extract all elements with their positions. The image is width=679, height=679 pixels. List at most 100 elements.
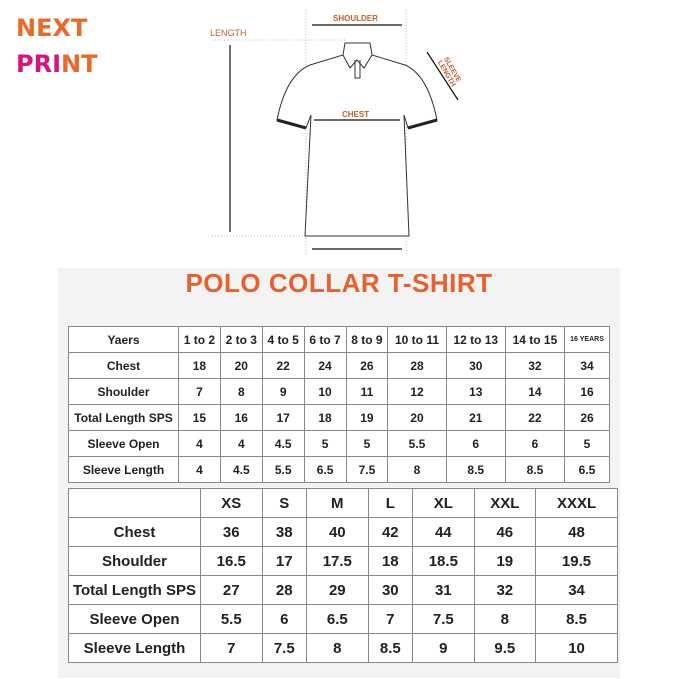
table-row: Sleeve Open 5.5 6 6.5 7 7.5 8 8.5 — [68, 604, 618, 634]
table-cell: 15 — [178, 404, 221, 431]
table-cell: 5.5 — [200, 604, 263, 634]
table-cell: 42 — [367, 517, 414, 547]
row-label: Sleeve Length — [68, 633, 201, 663]
row-label — [68, 488, 201, 518]
table-cell: 10 — [535, 633, 618, 663]
table-cell: 8 — [306, 633, 369, 663]
table-cell: 6 — [504, 430, 566, 457]
table-cell: 6 — [445, 430, 506, 457]
table-cell: 16.5 — [200, 546, 263, 576]
table-cell: XXL — [473, 488, 537, 518]
row-label: Total Length SPS — [68, 575, 201, 605]
table-cell: 19 — [473, 546, 537, 576]
table-cell: 5 — [303, 430, 347, 457]
adult-size-table: XS S M L XL XXL XXXL Chest 36 38 40 42 44 46 48 Shoulde… — [68, 488, 618, 663]
table-cell: S — [261, 488, 308, 518]
table-cell: 1 to 2 — [178, 326, 221, 353]
table-cell: 7.5 — [412, 604, 475, 634]
table-cell: 26 — [345, 352, 389, 379]
table-row: Total Length SPS 27 28 29 30 31 32 34 — [68, 575, 618, 605]
table-cell: 29 — [306, 575, 369, 605]
table-cell: 22 — [504, 404, 566, 431]
table-cell: 31 — [412, 575, 475, 605]
row-label: Chest — [68, 352, 179, 379]
table-cell: 17 — [261, 404, 305, 431]
table-cell: 40 — [306, 517, 369, 547]
table-cell: 24 — [303, 352, 347, 379]
table-cell: 8 — [473, 604, 537, 634]
table-cell: 14 — [504, 378, 566, 405]
table-cell: 13 — [445, 378, 506, 405]
table-cell: 32 — [504, 352, 566, 379]
table-cell: 19 — [345, 404, 389, 431]
row-label: Chest — [68, 517, 201, 547]
table-row: Shoulder 16.5 17 17.5 18 18.5 19 19.5 — [68, 546, 618, 576]
length-label: LENGTH — [210, 28, 247, 38]
row-label: Yaers — [68, 326, 179, 353]
table-row: Shoulder 7 8 9 10 11 12 13 14 16 — [68, 378, 610, 405]
table-cell: 17.5 — [306, 546, 369, 576]
row-label: Sleeve Length — [68, 456, 179, 483]
table-cell: 5.5 — [261, 456, 305, 483]
table-cell: 4.5 — [219, 456, 263, 483]
table-cell: 8 to 9 — [345, 326, 389, 353]
chest-label: CHEST — [342, 110, 370, 119]
table-cell: 9 — [412, 633, 475, 663]
table-cell: 7 — [178, 378, 221, 405]
table-cell: 8.5 — [367, 633, 414, 663]
table-cell: 48 — [535, 517, 618, 547]
row-label: Sleeve Open — [68, 604, 201, 634]
table-cell: 4 — [178, 430, 221, 457]
row-label: Shoulder — [68, 378, 179, 405]
table-cell: 8 — [387, 456, 447, 483]
table-cell: 18 — [178, 352, 221, 379]
measure-arrows — [229, 24, 459, 250]
tshirt-diagram — [212, 10, 459, 255]
table-cell: XS — [200, 488, 263, 518]
table-cell: 6 to 7 — [303, 326, 347, 353]
table-cell: 11 — [345, 378, 389, 405]
table-cell: 46 — [473, 517, 537, 547]
table-cell: 8.5 — [504, 456, 566, 483]
table-cell: 7.5 — [345, 456, 389, 483]
table-cell: 7 — [200, 633, 263, 663]
shoulder-label: SHOULDER — [333, 14, 378, 23]
table-cell: 5 — [564, 430, 610, 457]
table-cell: 16 YEARS — [564, 326, 610, 353]
table-cell: 44 — [412, 517, 475, 547]
table-cell: 30 — [445, 352, 506, 379]
table-cell: 20 — [219, 352, 263, 379]
logo-next: NEXT — [16, 14, 88, 42]
table-row: Sleeve Length 7 7.5 8 8.5 9 9.5 10 — [68, 633, 618, 663]
table-row: Total Length SPS 15 16 17 18 19 20 21 22 26 — [68, 404, 610, 431]
table-cell: M — [306, 488, 369, 518]
table-cell: 32 — [473, 575, 537, 605]
table-cell: 8.5 — [445, 456, 506, 483]
table-cell: 6.5 — [306, 604, 369, 634]
table-cell: 27 — [200, 575, 263, 605]
table-cell: 14 to 15 — [504, 326, 566, 353]
table-cell: 18 — [367, 546, 414, 576]
table-cell: 20 — [387, 404, 447, 431]
table-cell: 34 — [535, 575, 618, 605]
table-cell: 6 — [261, 604, 308, 634]
table-cell: 28 — [387, 352, 447, 379]
table-cell: 4 to 5 — [261, 326, 305, 353]
row-label: Total Length SPS — [68, 404, 179, 431]
table-cell: 16 — [219, 404, 263, 431]
table-cell: 9.5 — [473, 633, 537, 663]
table-row: Sleeve Open 4 4 4.5 5 5 5.5 6 6 5 — [68, 430, 610, 457]
table-cell: 4 — [219, 430, 263, 457]
table-cell: 5.5 — [387, 430, 447, 457]
table-header-row: XS S M L XL XXL XXXL — [68, 488, 618, 518]
logo-print: PRINT — [16, 50, 98, 78]
table-cell: 6.5 — [564, 456, 610, 483]
table-cell: 5 — [345, 430, 389, 457]
table-cell: L — [367, 488, 414, 518]
table-cell: 9 — [261, 378, 305, 405]
table-cell: 30 — [367, 575, 414, 605]
table-cell: 4.5 — [261, 430, 305, 457]
table-cell: 28 — [261, 575, 308, 605]
table-cell: 34 — [564, 352, 610, 379]
